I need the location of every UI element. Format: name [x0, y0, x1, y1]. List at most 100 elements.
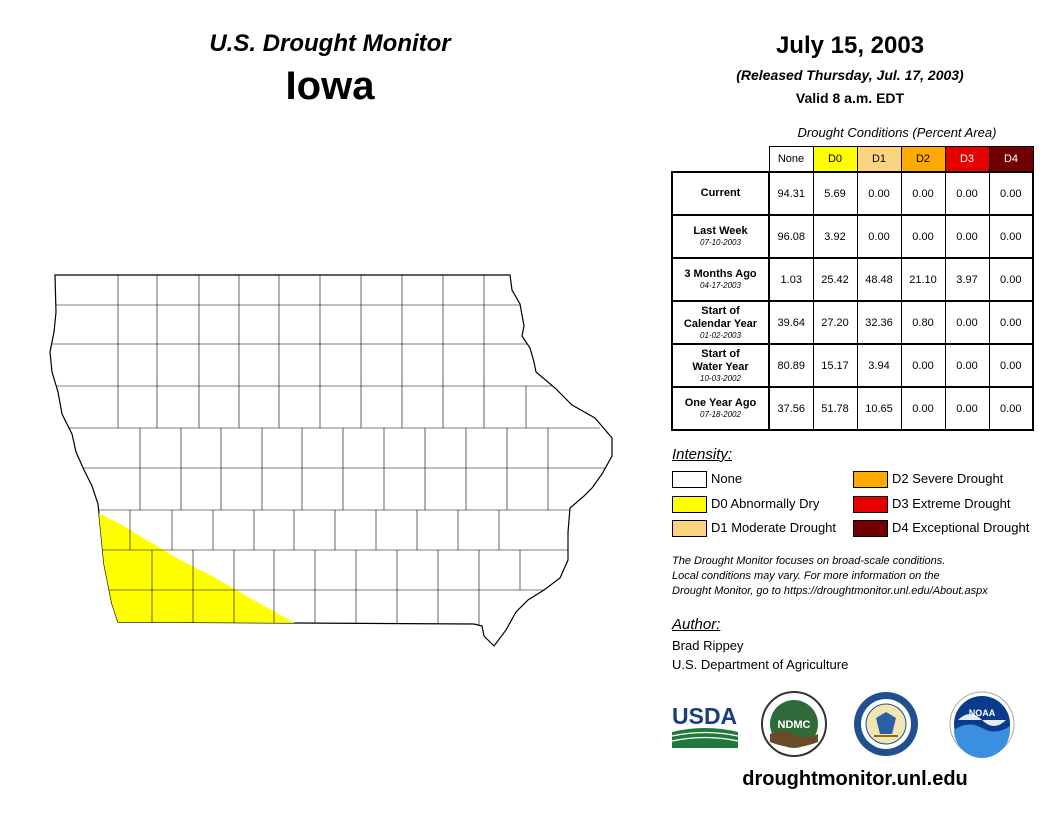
- table-row: One Year Ago 07-18-2002 37.56 51.78 10.65…: [671, 386, 1034, 431]
- col-d1: D1: [856, 146, 902, 173]
- legend-swatch: [853, 471, 888, 488]
- legend-label: D0 Abnormally Dry: [711, 496, 820, 511]
- cell-value: 32.36: [856, 300, 902, 345]
- legend-swatch: [853, 496, 888, 513]
- note-line: Local conditions may vary. For more info…: [672, 570, 940, 582]
- cell-value: 0.00: [944, 386, 990, 431]
- cell-value: 0.00: [988, 214, 1034, 259]
- author-title: Author:: [672, 616, 721, 633]
- cell-value: 3.97: [944, 257, 990, 302]
- cell-value: 0.00: [856, 171, 902, 216]
- author-name: Brad Rippey: [672, 638, 744, 653]
- cell-value: 0.00: [988, 257, 1034, 302]
- row-label: Start of Water Year 10-03-2002: [671, 343, 770, 388]
- col-none: None: [768, 146, 814, 173]
- legend-swatch: [853, 520, 888, 537]
- row-label: One Year Ago 07-18-2002: [671, 386, 770, 431]
- cell-value: 25.42: [812, 257, 858, 302]
- legend-swatch: [672, 471, 707, 488]
- row-date: 04-17-2003: [700, 281, 741, 290]
- col-d0: D0: [812, 146, 858, 173]
- cell-value: 3.94: [856, 343, 902, 388]
- cell-value: 80.89: [768, 343, 814, 388]
- row-date: 01-02-2003: [700, 330, 741, 340]
- cell-value: 0.00: [944, 171, 990, 216]
- cell-value: 37.56: [768, 386, 814, 431]
- row-label: Start of Calendar Year 01-02-2003: [671, 300, 770, 345]
- usda-logo: USDA: [671, 703, 739, 748]
- table-row: Start of Water Year 10-03-2002 80.89 15.17…: [671, 343, 1034, 388]
- cell-value: 5.69: [812, 171, 858, 216]
- cell-value: 3.92: [812, 214, 858, 259]
- legend-swatch: [672, 496, 707, 513]
- row-date: 07-18-2002: [700, 410, 741, 419]
- cell-value: 51.78: [812, 386, 858, 431]
- row-date: 07-10-2003: [700, 238, 741, 247]
- cell-value: 96.08: [768, 214, 814, 259]
- legend-label: D4 Exceptional Drought: [892, 520, 1030, 535]
- cell-value: 0.00: [900, 171, 946, 216]
- cell-value: 1.03: [768, 257, 814, 302]
- col-d4: D4: [988, 146, 1034, 173]
- cell-value: 0.00: [988, 171, 1034, 216]
- cell-value: 0.00: [900, 343, 946, 388]
- county-lines: [50, 275, 610, 626]
- website-url[interactable]: droughtmonitor.unl.edu: [742, 768, 968, 790]
- drought-monitor-note: The Drought Monitor focuses on broad-sca…: [672, 554, 1052, 599]
- valid-time: Valid 8 a.m. EDT: [795, 90, 905, 106]
- cell-value: 10.65: [856, 386, 902, 431]
- cell-value: 0.00: [988, 300, 1034, 345]
- cell-value: 0.80: [900, 300, 946, 345]
- cell-value: 21.10: [900, 257, 946, 302]
- legend-label: D1 Moderate Drought: [711, 520, 837, 535]
- commerce-seal-logo: [854, 692, 918, 756]
- state-title: Iowa: [285, 64, 375, 108]
- table-row: Start of Calendar Year 01-02-2003 39.64 27…: [671, 300, 1034, 345]
- cell-value: 0.00: [900, 386, 946, 431]
- monitor-title: U.S. Drought Monitor: [209, 30, 451, 57]
- row-label: Last Week 07-10-2003: [671, 214, 770, 259]
- table-row: Last Week 07-10-2003 96.08 3.92 0.00 0.00…: [671, 214, 1034, 259]
- table-caption: Drought Conditions (Percent Area): [797, 125, 997, 140]
- cell-value: 0.00: [988, 343, 1034, 388]
- legend-label: D3 Extreme Drought: [892, 496, 1011, 511]
- header-blank: [672, 147, 769, 173]
- map-date: July 15, 2003: [775, 32, 925, 59]
- legend-title: Intensity:: [672, 446, 733, 463]
- cell-value: 0.00: [856, 214, 902, 259]
- author-org: U.S. Department of Agriculture: [672, 657, 849, 672]
- cell-value: 0.00: [944, 214, 990, 259]
- row-label: 3 Months Ago 04-17-2003: [671, 257, 770, 302]
- ndmc-logo-text: NDMC: [778, 719, 811, 731]
- ndmc-logo: NDMC: [761, 691, 827, 757]
- row-label: Current: [671, 171, 770, 216]
- noaa-logo-text: NOAA: [969, 708, 996, 718]
- row-date: 10-03-2002: [700, 373, 741, 383]
- col-d2: D2: [900, 146, 946, 173]
- legend-swatch: [672, 520, 707, 537]
- drought-stats-table: None D0 D1 D2 D3 D4 Current 94.31 5.69 0…: [671, 146, 1034, 431]
- release-date: (Released Thursday, Jul. 17, 2003): [736, 67, 964, 83]
- d0-drought-area: [96, 512, 300, 626]
- state-outline: [49, 274, 613, 647]
- cell-value: 0.00: [988, 386, 1034, 431]
- cell-value: 27.20: [812, 300, 858, 345]
- cell-value: 94.31: [768, 171, 814, 216]
- table-header-row: None D0 D1 D2 D3 D4: [672, 146, 1034, 173]
- noaa-logo: NOAA: [949, 691, 1015, 758]
- cell-value: 0.00: [900, 214, 946, 259]
- cell-value: 15.17: [812, 343, 858, 388]
- cell-value: 0.00: [944, 343, 990, 388]
- cell-value: 48.48: [856, 257, 902, 302]
- col-d3: D3: [944, 146, 990, 173]
- cell-value: 0.00: [944, 300, 990, 345]
- legend-label: D2 Severe Drought: [892, 471, 1004, 486]
- cell-value: 39.64: [768, 300, 814, 345]
- table-row: Current 94.31 5.69 0.00 0.00 0.00 0.00: [671, 171, 1034, 216]
- iowa-drought-map: [49, 274, 613, 647]
- legend-label: None: [711, 471, 743, 486]
- note-line: The Drought Monitor focuses on broad-sca…: [672, 555, 946, 567]
- note-line: Drought Monitor, go to https://droughtmo…: [672, 585, 988, 597]
- table-row: 3 Months Ago 04-17-2003 1.03 25.42 48.48 …: [671, 257, 1034, 302]
- usda-logo-text: USDA: [672, 703, 737, 729]
